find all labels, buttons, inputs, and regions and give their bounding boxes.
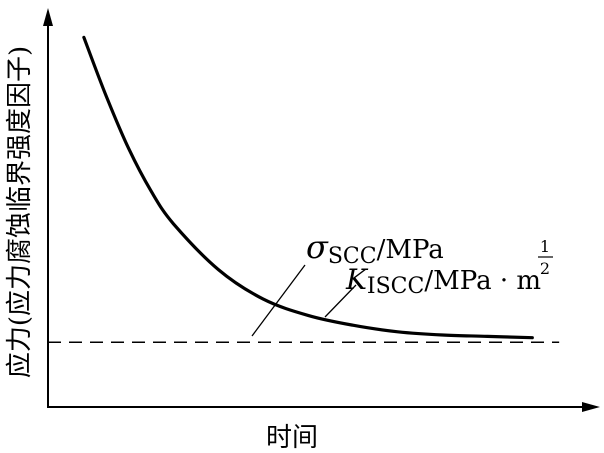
k-leader-line <box>324 284 357 318</box>
sigma-scc-label: σSCC/MPa <box>306 228 444 269</box>
k-exponent-numerator: 1 <box>540 237 550 256</box>
x-axis-label: 时间 <box>266 423 318 453</box>
y-axis-label: 应力(应力腐蚀临界强度因子) <box>5 46 35 378</box>
y-axis <box>43 8 53 408</box>
x-axis <box>48 402 600 412</box>
series-line <box>82 35 534 340</box>
sigma-symbol: σ <box>306 228 329 266</box>
sigma-subscript: SCC <box>328 244 377 269</box>
k-subscript: ISCC <box>367 274 424 299</box>
k-exponent-denominator: 2 <box>540 259 550 278</box>
x-axis-arrow <box>582 402 600 412</box>
k-unit: /MPa · m <box>424 266 541 296</box>
sigma-leader-line <box>251 264 306 337</box>
sigma-unit: /MPa <box>377 235 444 265</box>
k-iscc-label: KISCC/MPa · m <box>345 263 541 299</box>
k-symbol: K <box>345 263 369 296</box>
y-axis-arrow <box>43 8 53 26</box>
